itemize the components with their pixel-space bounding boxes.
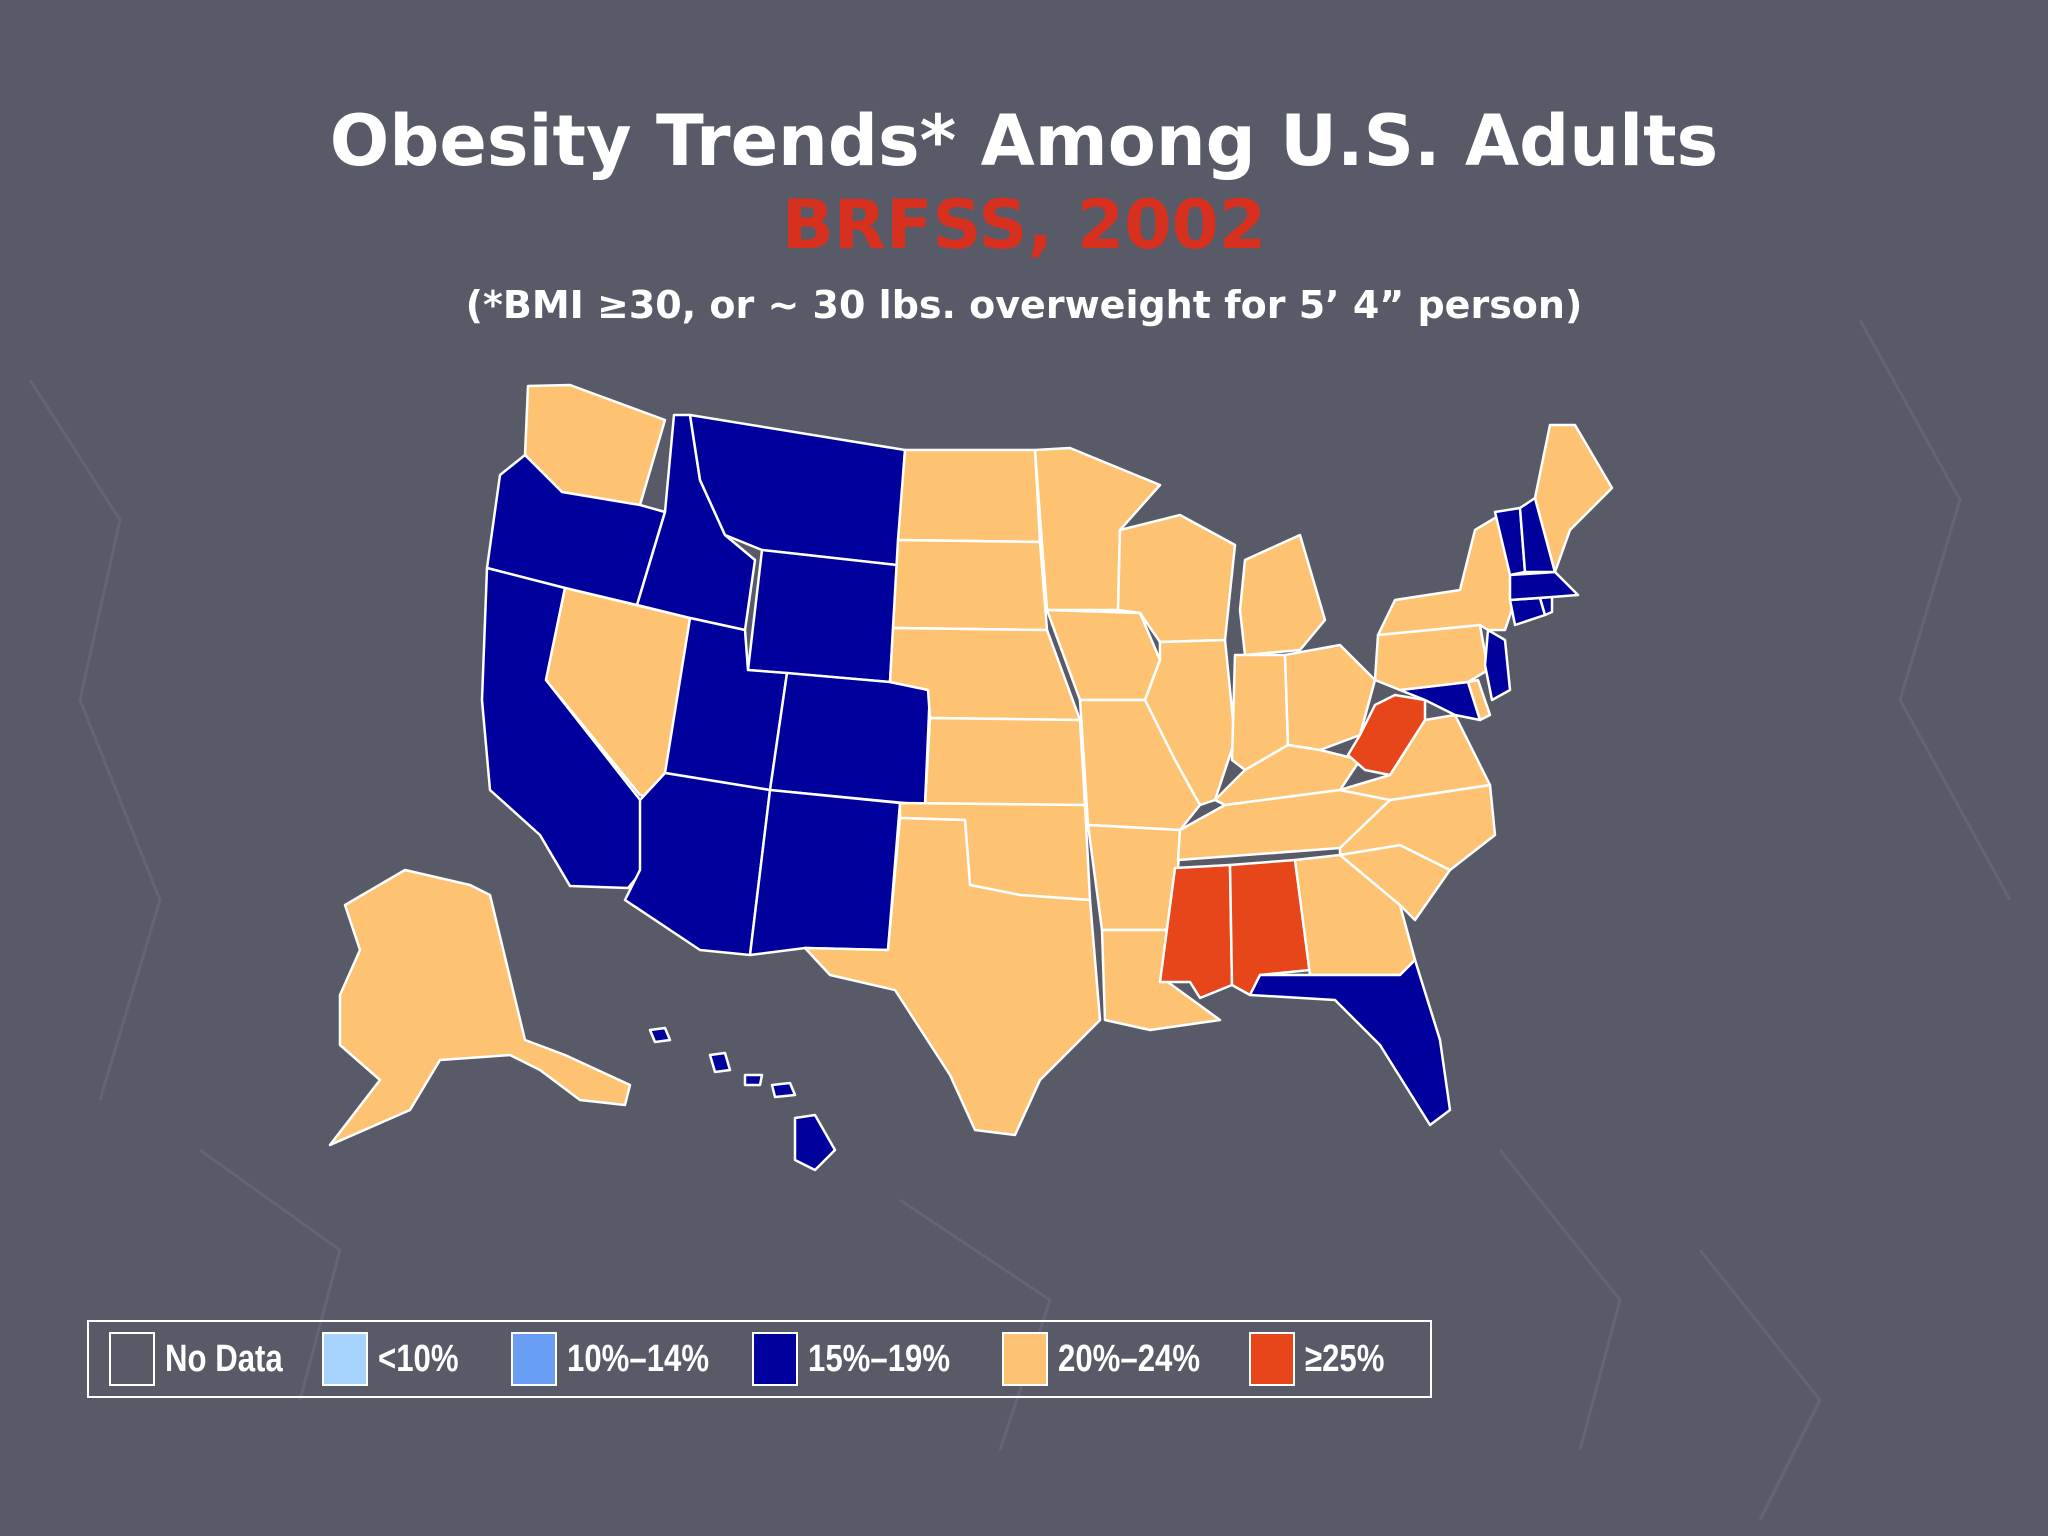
state-CO[interactable] <box>768 671 932 807</box>
state-AZ[interactable] <box>623 771 772 957</box>
state-NJ[interactable] <box>1483 628 1512 702</box>
legend-swatch-lt10 <box>322 1332 368 1386</box>
state-SD[interactable] <box>891 538 1049 632</box>
state-AK[interactable] <box>328 868 632 1147</box>
bmi-footnote: (*BMI ≥30, or ~ 30 lbs. overweight for 5… <box>465 283 1583 327</box>
legend-item-20-24: 20%–24% <box>1002 1332 1231 1386</box>
legend-label-10-14: 10%–14% <box>567 1337 710 1380</box>
legend-item-lt10: <10% <box>322 1332 476 1386</box>
legend-item-15-19: 15%–19% <box>752 1332 981 1386</box>
legend-item-10-14: 10%–14% <box>511 1332 740 1386</box>
state-FL[interactable] <box>1248 958 1452 1127</box>
legend-label-no-data: No Data <box>165 1337 283 1380</box>
legend-swatch-20-24 <box>1002 1332 1048 1386</box>
legend-swatch-15-19 <box>752 1332 798 1386</box>
legend-label-ge25: ≥25% <box>1305 1337 1385 1380</box>
state-CT[interactable] <box>1508 596 1547 627</box>
state-NM[interactable] <box>748 788 902 957</box>
legend-label-lt10: <10% <box>378 1337 459 1380</box>
map-subtitle: BRFSS, 2002 <box>781 186 1267 265</box>
state-DE[interactable] <box>1466 678 1492 722</box>
legend-item-ge25: ≥25% <box>1249 1332 1402 1386</box>
state-KS[interactable] <box>923 716 1087 807</box>
state-NY[interactable] <box>1376 513 1517 637</box>
state-IL[interactable] <box>1143 638 1237 807</box>
state-MA[interactable] <box>1508 570 1580 602</box>
legend-swatch-no-data <box>109 1332 155 1386</box>
legend-swatch-10-14 <box>511 1332 557 1386</box>
state-MI[interactable] <box>1238 533 1327 657</box>
legend-label-15-19: 15%–19% <box>808 1337 951 1380</box>
state-ND[interactable] <box>896 448 1042 544</box>
map-title: Obesity Trends* Among U.S. Adults <box>329 100 1719 182</box>
legend-label-20-24: 20%–24% <box>1058 1337 1201 1380</box>
state-WY[interactable] <box>746 548 899 684</box>
legend-item-no-data: No Data <box>109 1332 309 1386</box>
state-ME[interactable] <box>1533 423 1614 574</box>
state-HI[interactable] <box>648 1026 837 1172</box>
state-TX[interactable] <box>803 816 1102 1137</box>
state-AR[interactable] <box>1086 823 1182 932</box>
map-legend: No Data <10% 10%–14% 15%–19% 20%–24% ≥25… <box>87 1320 1432 1398</box>
state-WV[interactable] <box>1346 693 1427 777</box>
legend-swatch-ge25 <box>1249 1332 1295 1386</box>
